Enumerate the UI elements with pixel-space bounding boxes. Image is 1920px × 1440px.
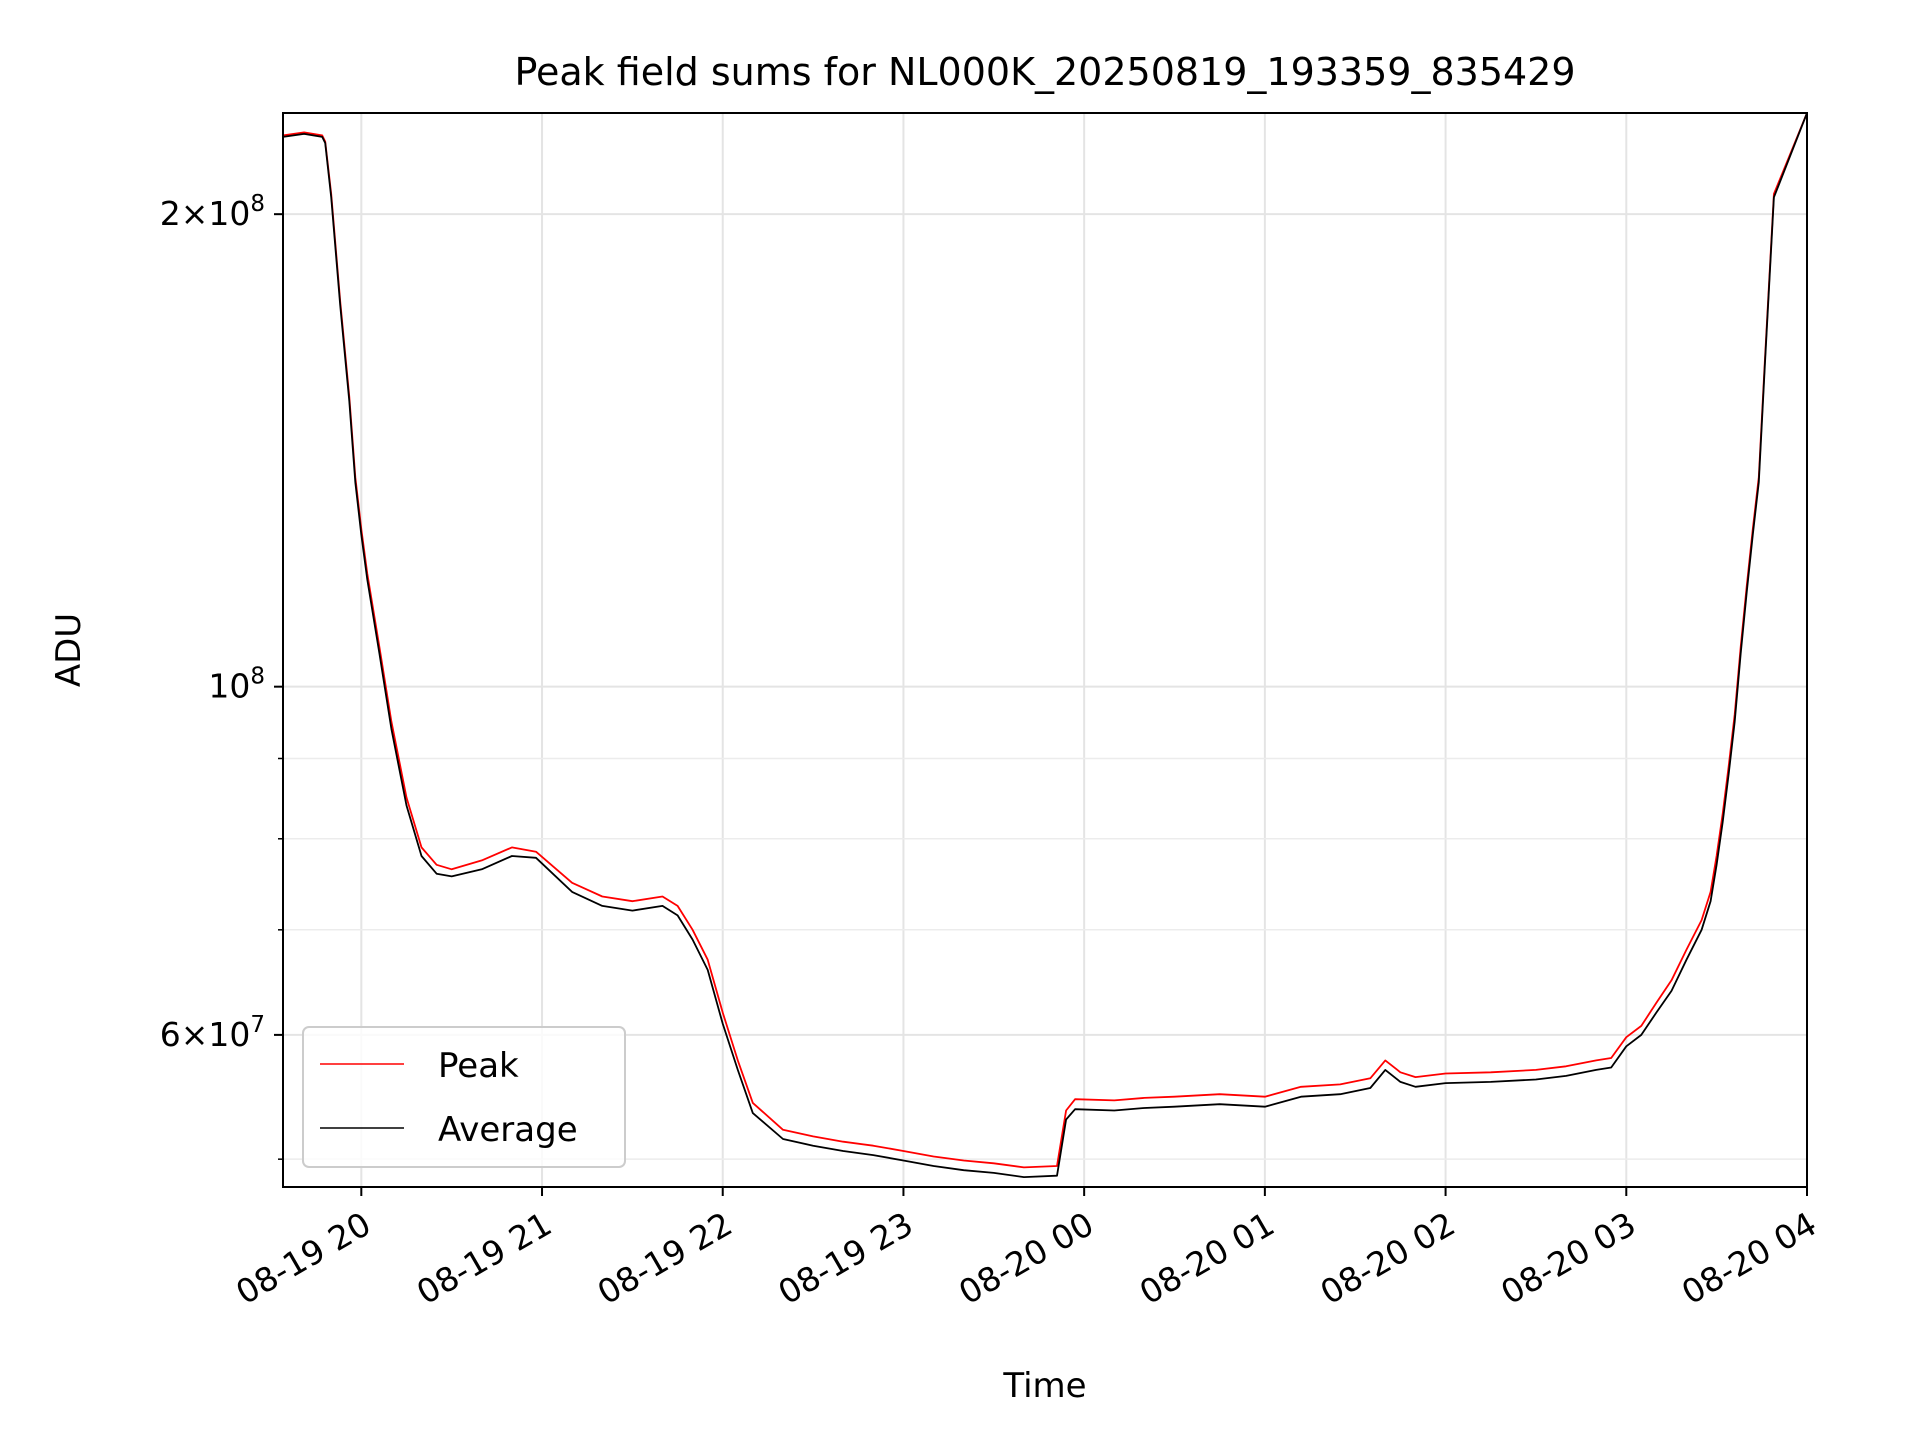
series-line-peak	[283, 113, 1807, 1169]
legend: Peak Average	[302, 1026, 626, 1168]
grid	[283, 113, 1807, 1187]
legend-box	[302, 1026, 626, 1168]
y-tick-label: 2×108	[160, 191, 265, 233]
x-axis-label: Time	[1002, 1366, 1086, 1406]
legend-label-average: Average	[438, 1110, 578, 1150]
legend-label-peak: Peak	[438, 1046, 519, 1086]
plot-frame	[282, 112, 1808, 1188]
chart-title: Peak field sums for NL000K_20250819_1933…	[514, 50, 1575, 94]
series-layer	[283, 113, 1807, 1178]
series-line-average	[283, 113, 1807, 1178]
y-tick-label: 6×107	[160, 1012, 265, 1054]
y-axis-label: ADU	[49, 613, 89, 687]
